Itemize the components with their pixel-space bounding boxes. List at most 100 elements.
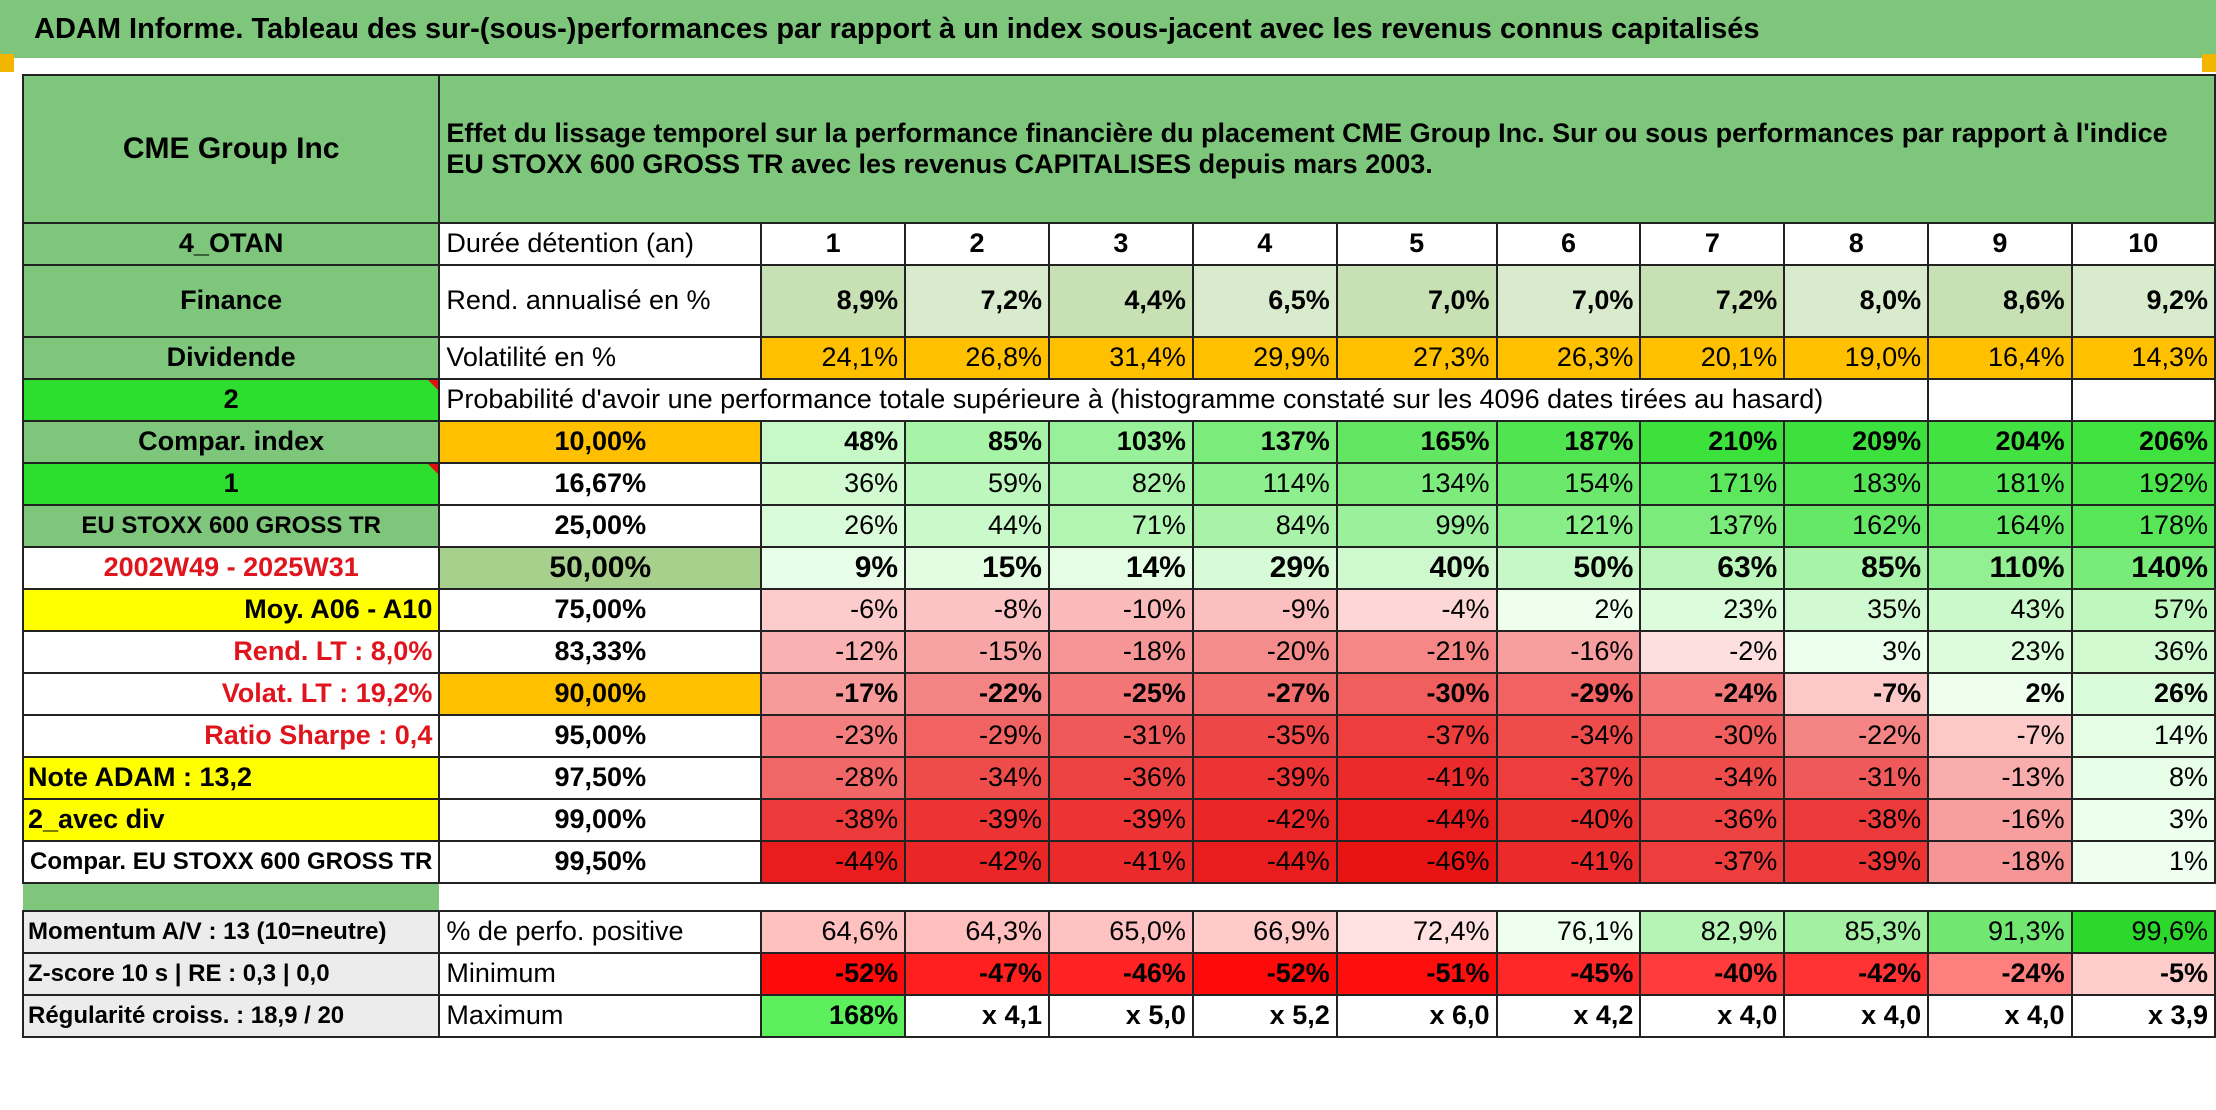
table-row: Z-score 10 s | RE : 0,3 | 0,0 Minimum -52%… [21,952,2216,996]
quantile-cell: 181% [1927,462,2073,506]
quantile-cell: -42% [1191,798,1338,842]
quantile-label: 10,00% [438,420,763,464]
quantile-cell: 15% [904,546,1050,590]
quantile-cell: 3% [1783,630,1930,674]
quantile-cell: -21% [1335,630,1498,674]
table-row: Momentum A/V : 13 (10=neutre)% de perfo.… [21,910,2216,954]
quantile-cell: 23% [1927,630,2073,674]
quantile-cell: -44% [1335,798,1498,842]
maximum-cell: x 4,0 [1639,994,1786,1038]
minimum-cell: -5% [2070,952,2216,996]
portfolio-code: 4_OTAN [21,222,441,266]
maximum-cell: x 5,2 [1191,994,1338,1038]
quantile-cell: -46% [1335,840,1498,884]
adam-score: Note ADAM : 13,2 [21,756,441,800]
quantile-cell: -8% [904,588,1050,632]
quantile-cell: -7% [1783,672,1930,716]
quantile-cell: 44% [904,504,1050,548]
quantile-cell: -15% [904,630,1050,674]
table-row: Compar. index 10,00% 48% 85% 103% 137% 165% 187… [21,420,2216,464]
quantile-cell: 36% [2070,630,2216,674]
separator-cell [1193,883,1337,911]
quantile-cell: 165% [1335,420,1498,464]
positive-perf-cell: 91,3% [1927,910,2073,954]
quantile-cell: 14% [2070,714,2216,758]
annual-return-cell: 6,5% [1191,264,1338,338]
separator-cell [1337,883,1497,911]
quantile-cell: -9% [1191,588,1338,632]
positive-perf-cell: 64,3% [904,910,1050,954]
quantile-cell: 36% [760,462,907,506]
quantile-cell: -34% [1495,714,1642,758]
quantile-cell: 162% [1783,504,1930,548]
annual-return-cell: 8,9% [760,264,907,338]
table-row: Finance Rend. annualisé en % 8,9% 7,2% 4,4% 6… [21,264,2216,338]
quantile-cell: 26% [2070,672,2216,716]
annual-return-cell: 7,2% [904,264,1050,338]
rank-badge: 2 [21,378,441,422]
quantile-cell: 114% [1191,462,1338,506]
table-description: Effet du lissage temporel sur la perform… [438,74,2216,224]
report-title: ADAM Informe. Tableau des sur-(sous-)per… [0,0,2216,58]
maximum-cell: x 4,0 [1927,994,2073,1038]
quantile-cell: -10% [1047,588,1194,632]
quantile-label: 75,00% [438,588,763,632]
minimum-cell: -52% [1191,952,1338,996]
quantile-cell: 8% [2070,756,2216,800]
quantile-cell: 110% [1927,546,2073,590]
quantile-cell: 140% [2070,546,2216,590]
quantile-cell: -4% [1335,588,1498,632]
year-header: 9 [1927,222,2073,266]
year-header: 7 [1639,222,1786,266]
volatility-label: Volatilité en % [438,336,763,380]
annual-return-cell: 7,2% [1639,264,1786,338]
quantile-cell: 40% [1335,546,1498,590]
separator-cell [1928,883,2071,911]
quantile-cell: 99% [1335,504,1498,548]
table-row: EU STOXX 600 GROSS TR 25,00% 26% 44% 71% 84% 9… [21,504,2216,548]
quantile-cell: -23% [760,714,907,758]
table-row: Dividende Volatilité en % 24,1% 26,8% 31,4% 2… [21,336,2216,380]
separator-cell [1049,883,1193,911]
quantile-cell: -28% [760,756,907,800]
year-header: 1 [760,222,907,266]
quantile-cell: -7% [1927,714,2073,758]
table-row: Compar. EU STOXX 600 GROSS TR 99,50% -44% -… [21,840,2216,884]
z-score-indicator: Z-score 10 s | RE : 0,3 | 0,0 [21,952,441,996]
quantile-cell: 3% [2070,798,2216,842]
quantile-cell: 29% [1191,546,1338,590]
quantile-cell: -25% [1047,672,1194,716]
volatility-cell: 29,9% [1191,336,1338,380]
quantile-cell: -31% [1783,756,1930,800]
return-label: Rend. annualisé en % [438,264,763,338]
quantile-cell: -38% [1783,798,1930,842]
minimum-label: Minimum [438,952,763,996]
quantile-cell: -30% [1639,714,1786,758]
table-row: Volat. LT : 19,2% 90,00% -17% -22% -25% -27% -… [21,672,2216,716]
table-row: 2 Probabilité d'avoir une performance tot… [21,378,2216,422]
quantile-cell: 121% [1495,504,1642,548]
year-header: 2 [904,222,1050,266]
year-header: 3 [1047,222,1194,266]
annual-return-cell: 7,0% [1335,264,1498,338]
quantile-cell: 82% [1047,462,1194,506]
quantile-cell: -22% [1783,714,1930,758]
quantile-cell: -17% [760,672,907,716]
separator-cell [1497,883,1641,911]
income-type-label: Dividende [21,336,441,380]
long-term-return: Rend. LT : 8,0% [21,630,441,674]
duration-label: Durée détention (an) [438,222,763,266]
dividend-mode: 2_avec div [21,798,441,842]
quantile-cell: 84% [1191,504,1338,548]
quantile-cell: 63% [1639,546,1786,590]
table-row: 2_avec div 99,00% -38% -39% -39% -42% -44% -40%… [21,798,2216,842]
quantile-cell: 154% [1495,462,1642,506]
rank-badge: 1 [21,462,441,506]
quantile-cell: 178% [2070,504,2216,548]
quantile-cell: 50% [1495,546,1642,590]
quantile-label: 16,67% [438,462,763,506]
separator-cell [439,883,761,911]
quantile-cell: -35% [1191,714,1338,758]
minimum-cell: -45% [1495,952,1642,996]
quantile-cell: -36% [1639,798,1786,842]
